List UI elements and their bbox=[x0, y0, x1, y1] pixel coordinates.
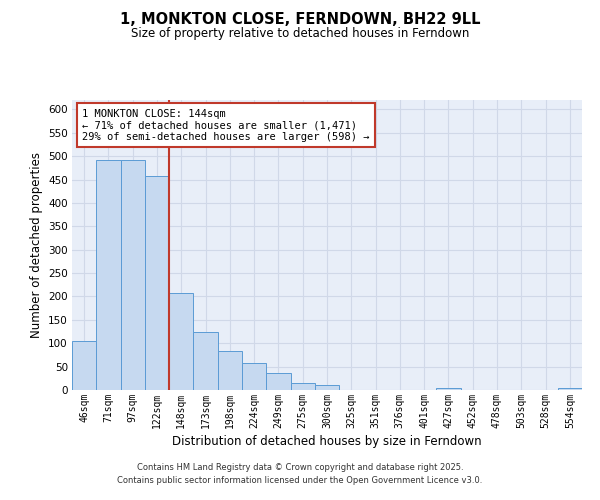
Text: Contains public sector information licensed under the Open Government Licence v3: Contains public sector information licen… bbox=[118, 476, 482, 485]
Bar bbox=[290, 383, 315, 390]
Bar bbox=[72, 341, 96, 390]
Bar bbox=[218, 351, 242, 390]
Bar bbox=[193, 332, 218, 390]
Text: 1, MONKTON CLOSE, FERNDOWN, BH22 9LL: 1, MONKTON CLOSE, FERNDOWN, BH22 9LL bbox=[120, 12, 480, 28]
Text: 1 MONKTON CLOSE: 144sqm
← 71% of detached houses are smaller (1,471)
29% of semi: 1 MONKTON CLOSE: 144sqm ← 71% of detache… bbox=[82, 108, 370, 142]
Text: Size of property relative to detached houses in Ferndown: Size of property relative to detached ho… bbox=[131, 28, 469, 40]
X-axis label: Distribution of detached houses by size in Ferndown: Distribution of detached houses by size … bbox=[172, 435, 482, 448]
Bar bbox=[96, 160, 121, 390]
Bar bbox=[121, 160, 145, 390]
Text: Contains HM Land Registry data © Crown copyright and database right 2025.: Contains HM Land Registry data © Crown c… bbox=[137, 464, 463, 472]
Bar bbox=[315, 386, 339, 390]
Bar bbox=[266, 373, 290, 390]
Bar bbox=[436, 388, 461, 390]
Bar bbox=[145, 176, 169, 390]
Bar bbox=[169, 292, 193, 390]
Bar bbox=[558, 388, 582, 390]
Bar bbox=[242, 363, 266, 390]
Y-axis label: Number of detached properties: Number of detached properties bbox=[29, 152, 43, 338]
